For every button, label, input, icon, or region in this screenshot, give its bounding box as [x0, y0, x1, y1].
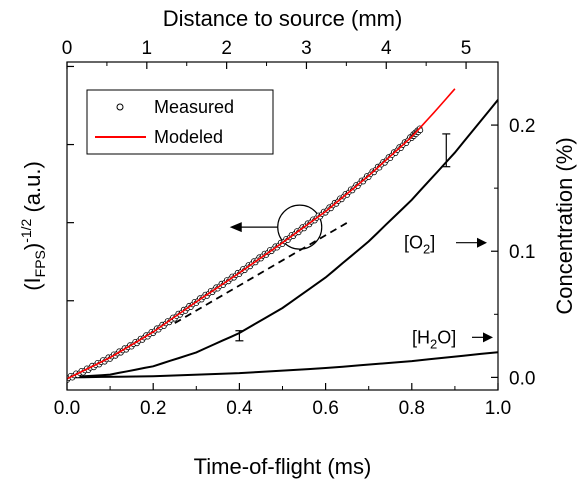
x-top-tick-label: 5 [461, 38, 472, 59]
left-axis-arrow-head [229, 222, 242, 233]
x-axis-title-top: Distance to source (mm) [163, 6, 403, 31]
series-h2o-line [67, 351, 498, 379]
annotation-h2o: [H2O] [412, 327, 456, 351]
x-bottom-tick-label: 0.6 [312, 398, 338, 419]
legend-marker-measured [116, 103, 124, 111]
x-top-tick-label: 3 [301, 38, 312, 59]
x-bottom-tick-label: 0.0 [54, 398, 80, 419]
series-modeled-line [67, 88, 456, 380]
y-axis-title-right: Concentration (%) [552, 137, 577, 314]
legend: Measured Modeled [86, 89, 274, 155]
y-right-tick-label: 0.1 [509, 242, 535, 263]
y-axis-title-sub: FPS [32, 250, 48, 277]
plot-layer: 0.0 0.2 0.4 0.6 0.8 1.0 0 1 2 3 4 5 0.0 0.1 0.2 [54, 38, 536, 419]
y-axis-title-close: ) [20, 243, 45, 250]
plot-frame [66, 61, 499, 391]
x-bottom-tick-label: 1.0 [485, 398, 511, 419]
h2o-arrow-head [483, 332, 493, 343]
x-bottom-tick-label: 0.8 [399, 398, 425, 419]
x-bottom-tick-label: 0.4 [226, 398, 253, 419]
legend-box [86, 89, 274, 155]
y-axis-title-left: (IFPS)-1/2 (a.u.) [18, 161, 48, 291]
y-axis-title-main: (I [20, 277, 45, 290]
y-right-tick-label: 0.2 [509, 116, 535, 137]
y-axis-title-units: (a.u.) [20, 161, 45, 218]
x-top-tick-label: 4 [381, 38, 392, 59]
y-right-tick-label: 0.0 [509, 368, 535, 389]
x-bottom-tick-label: 0.2 [140, 398, 166, 419]
x-top-tick-label: 0 [62, 38, 73, 59]
x-axis-title-bottom: Time-of-flight (ms) [194, 454, 372, 479]
series-dashed-line [174, 221, 348, 324]
annotation-o2: [O2] [404, 233, 435, 257]
y-axis-title-sup: -1/2 [18, 218, 34, 242]
legend-label-modeled: Modeled [154, 127, 223, 147]
series-o2-line [67, 99, 498, 379]
marks-layer [67, 88, 498, 383]
legend-label-measured: Measured [154, 97, 234, 117]
o2-arrow-head [477, 237, 487, 248]
x-top-tick-label: 1 [142, 38, 153, 59]
x-top-tick-label: 2 [221, 38, 232, 59]
